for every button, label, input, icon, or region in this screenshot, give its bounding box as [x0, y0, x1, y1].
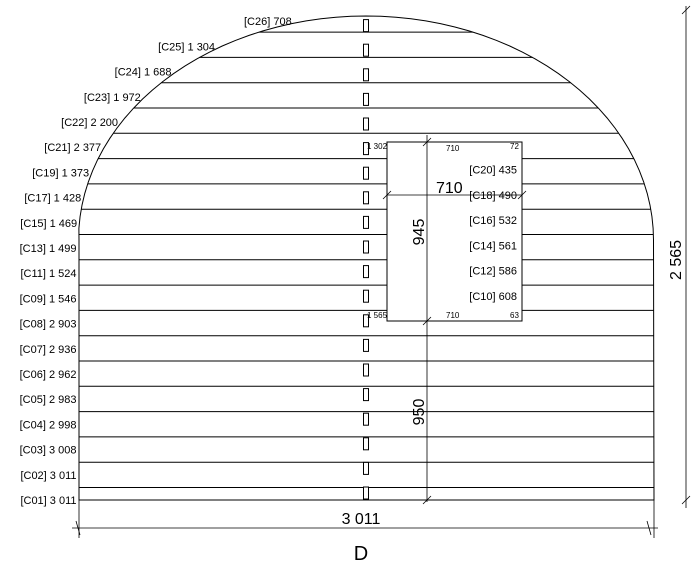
height-dimension-line: [422, 135, 432, 505]
tie-marker: [363, 265, 369, 279]
course-label-left: [C15] 1 469: [20, 218, 77, 230]
tie-marker: [363, 215, 369, 229]
tie-marker: [363, 240, 369, 254]
tie-marker: [363, 166, 369, 180]
course-label-right: [C12] 586: [469, 266, 517, 278]
course-label-right: [C10] 608: [469, 291, 517, 303]
tie-marker: [363, 142, 369, 156]
tie-marker: [363, 363, 369, 377]
course-lines: [78, 31, 654, 488]
tie-marker: [363, 412, 369, 426]
tie-marker: [363, 437, 369, 451]
tie-marker: [363, 289, 369, 303]
tie-marker: [363, 68, 369, 82]
course-label-left: [C05] 2 983: [20, 394, 77, 406]
tie-marker: [363, 314, 369, 328]
course-label-left: [C13] 1 499: [20, 243, 77, 255]
course-label-left: [C07] 2 936: [20, 344, 77, 356]
tie-markers: [363, 19, 369, 500]
course-label-left: [C25] 1 304: [158, 41, 215, 53]
opening-width-value: 710: [436, 180, 463, 197]
tie-marker: [363, 461, 369, 475]
course-label-left: [C26] 708: [244, 16, 292, 28]
arch-outline: [78, 15, 655, 501]
tie-marker: [363, 486, 369, 500]
course-label-right: [C20] 435: [469, 165, 517, 177]
course-label-right: [C18] 490: [469, 190, 517, 202]
course-label-left: [C06] 2 962: [20, 369, 77, 381]
course-label-left: [C02] 3 011: [20, 470, 76, 482]
course-label-left: [C03] 3 008: [20, 445, 77, 457]
opening-bottom-width-value: 710: [446, 311, 460, 320]
course-label-left: [C08] 2 903: [20, 319, 77, 331]
course-label-left: [C11] 1 524: [20, 268, 76, 280]
tie-marker: [363, 92, 369, 106]
course-label-left: [C23] 1 972: [84, 92, 141, 104]
tie-marker: [363, 43, 369, 57]
course-label-left: [C01] 3 011: [20, 495, 76, 507]
tie-marker: [363, 388, 369, 402]
course-labels-left: [C01] 3 011 [C02] 3 011 [C03] 3 008 [C04] 2…: [20, 16, 292, 507]
drawing-title: D: [354, 543, 368, 565]
overall-width-dimension: [72, 500, 658, 538]
sill-height-value: 950: [411, 399, 428, 426]
overall-height-dimension: [681, 5, 691, 508]
overall-height-value: 2 565: [668, 240, 685, 280]
opening-height-value: 945: [411, 219, 428, 246]
tie-marker: [363, 117, 369, 131]
opening-bottom-right-value: 63: [510, 311, 519, 320]
tie-marker: [363, 338, 369, 352]
course-label-left: [C09] 1 546: [20, 293, 77, 305]
course-label-left: [C21] 2 377: [44, 142, 101, 154]
course-label-left: [C24] 1 688: [115, 67, 172, 79]
opening-bottom-left-value: 1 565: [367, 311, 388, 320]
overall-width-value: 3 011: [342, 511, 381, 528]
course-labels-right: [C10] 608 [C12] 586 [C14] 561 [C16] 532 [C18…: [469, 165, 517, 304]
course-label-right: [C14] 561: [469, 240, 517, 252]
tie-marker: [363, 19, 369, 33]
opening-width-dimension: [382, 190, 527, 200]
tie-marker: [363, 191, 369, 205]
course-label-left: [C17] 1 428: [24, 193, 81, 205]
course-label-left: [C04] 2 998: [20, 419, 77, 431]
opening-top-right-value: 72: [510, 142, 519, 151]
course-label-right: [C16] 532: [469, 215, 517, 227]
window-opening: [386, 141, 523, 322]
course-label-left: [C22] 2 200: [61, 117, 118, 129]
opening-top-width-value: 710: [446, 144, 460, 153]
opening-top-left-value: 1 302: [367, 142, 388, 151]
course-label-left: [C19] 1 373: [32, 167, 89, 179]
